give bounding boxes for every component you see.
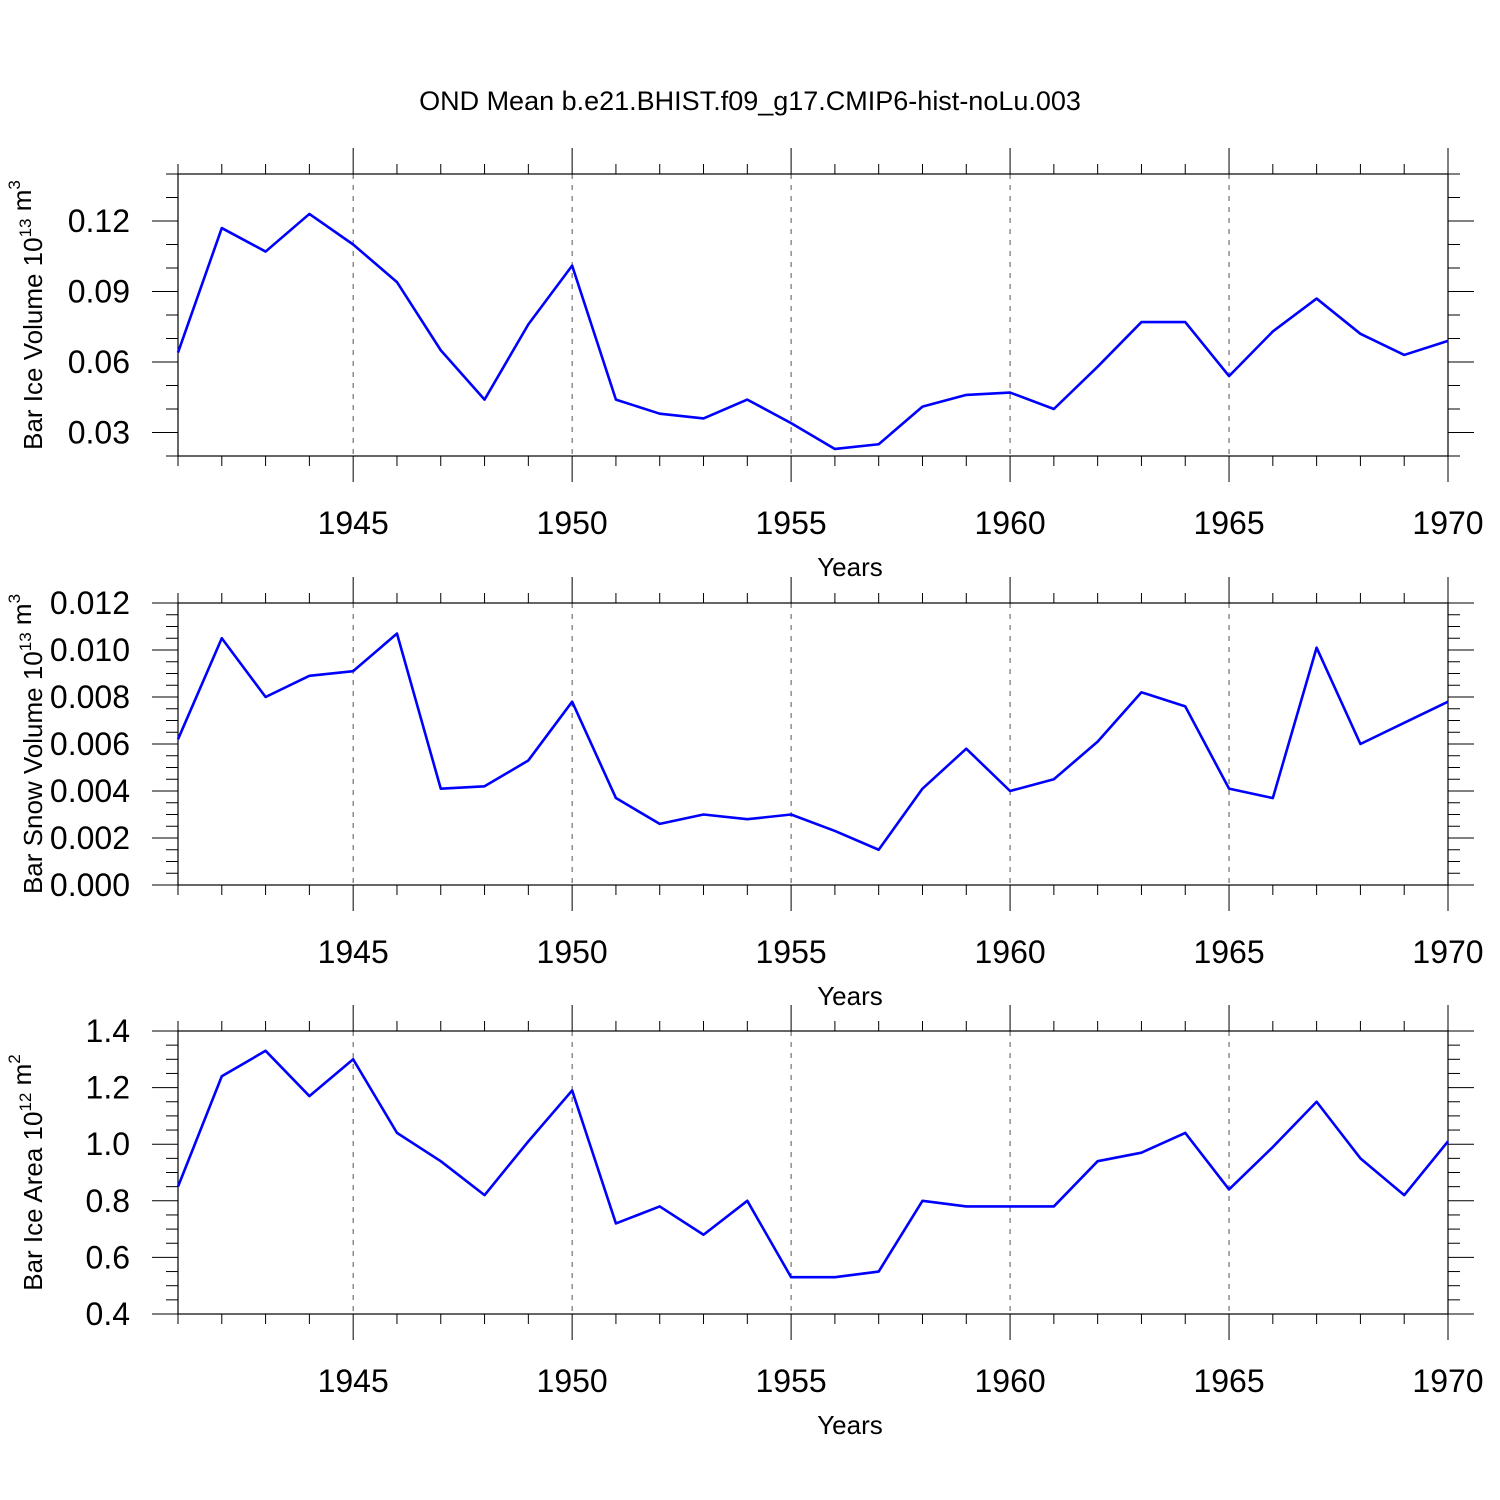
- y-axis-label: Bar Ice Area 1012 m2: [5, 1054, 48, 1291]
- x-axis-label: Years: [817, 981, 883, 1011]
- y-axis-label: Bar Ice Volume 1013 m3: [5, 180, 48, 450]
- plot-frame: [177, 173, 1449, 457]
- y-axis-label-text: Bar Snow Volume 10: [18, 651, 48, 894]
- x-tick-label: 1965: [1193, 505, 1264, 541]
- panels: 0.03 0.06 0.09 0.12 1945 1950 1955 1960 1965 1970…: [5, 148, 1484, 1440]
- x-tick-label: 1945: [318, 934, 389, 970]
- x-axis-label: Years: [817, 1410, 883, 1440]
- y-tick-label: 0.002: [50, 820, 130, 856]
- x-tick-label: 1955: [756, 505, 827, 541]
- plot-frame: [177, 1030, 1449, 1315]
- y-tick-label: 0.008: [50, 679, 130, 715]
- x-axis-label: Years: [817, 552, 883, 582]
- y-axis-label-text: Bar Ice Volume 10: [18, 237, 48, 449]
- x-tick-label: 1950: [537, 934, 608, 970]
- y-axis-label-text: m: [7, 603, 37, 632]
- x-tick-label: 1955: [756, 1363, 827, 1399]
- y-axis-label-superscript: 3: [5, 594, 24, 603]
- y-tick-label: 0.6: [86, 1239, 130, 1275]
- y-tick-label: 1.2: [86, 1070, 130, 1106]
- panel-2: 0.000 0.002 0.004 0.006 0.008 0.010 0.012 1945 1…: [5, 577, 1484, 1011]
- x-tick-label: 1970: [1412, 505, 1483, 541]
- panel-3: 0.4 0.6 0.8 1.0 1.2 1.4 1945 1950 1955 1960 1965 19…: [5, 1005, 1484, 1440]
- x-tick-label: 1970: [1412, 1363, 1483, 1399]
- y-axis-label-superscript: 13: [16, 632, 35, 651]
- y-axis-label-superscript: 12: [16, 1093, 35, 1112]
- y-tick-label: 1.0: [86, 1126, 130, 1162]
- series-line: [176, 1049, 1450, 1279]
- y-tick-label: 0.8: [86, 1183, 130, 1219]
- y-axis-label: Bar Snow Volume 1013 m3: [5, 594, 48, 894]
- series-line: [176, 212, 1449, 451]
- y-axis-label-superscript: 2: [5, 1054, 24, 1063]
- y-axis-label-superscript: 13: [16, 218, 35, 237]
- y-tick-label: 0.12: [68, 203, 130, 239]
- y-tick-label: 0.4: [86, 1296, 130, 1332]
- y-axis-label-text: m: [7, 1064, 37, 1093]
- x-tick-label: 1955: [756, 934, 827, 970]
- x-tick-label: 1965: [1193, 1363, 1264, 1399]
- y-axis-label-text: Bar Ice Area 10: [18, 1112, 48, 1291]
- y-tick-label: 0.06: [68, 344, 130, 380]
- x-tick-label: 1970: [1412, 934, 1483, 970]
- y-tick-label: 0.012: [50, 585, 130, 621]
- chart-title: OND Mean b.e21.BHIST.f09_g17.CMIP6-hist-…: [419, 86, 1081, 116]
- x-tick-label: 1950: [537, 1363, 608, 1399]
- y-axis-label-text: m: [7, 190, 37, 219]
- x-tick-label: 1960: [974, 505, 1045, 541]
- y-tick-label: 0.000: [50, 867, 130, 903]
- y-tick-label: 0.004: [50, 773, 130, 809]
- x-tick-label: 1945: [318, 505, 389, 541]
- x-tick-label: 1945: [318, 1363, 389, 1399]
- y-axis-label-superscript: 3: [5, 180, 24, 189]
- plot-frame: [177, 602, 1449, 886]
- y-tick-label: 1.4: [86, 1013, 130, 1049]
- x-tick-label: 1960: [974, 934, 1045, 970]
- series-line: [176, 632, 1449, 852]
- y-tick-label: 0.09: [68, 274, 130, 310]
- x-tick-label: 1965: [1193, 934, 1264, 970]
- x-tick-label: 1960: [974, 1363, 1045, 1399]
- panel-1: 0.03 0.06 0.09 0.12 1945 1950 1955 1960 1965 1970…: [5, 148, 1484, 582]
- x-tick-label: 1950: [537, 505, 608, 541]
- y-tick-label: 0.03: [68, 415, 130, 451]
- y-tick-label: 0.010: [50, 632, 130, 668]
- y-tick-label: 0.006: [50, 726, 130, 762]
